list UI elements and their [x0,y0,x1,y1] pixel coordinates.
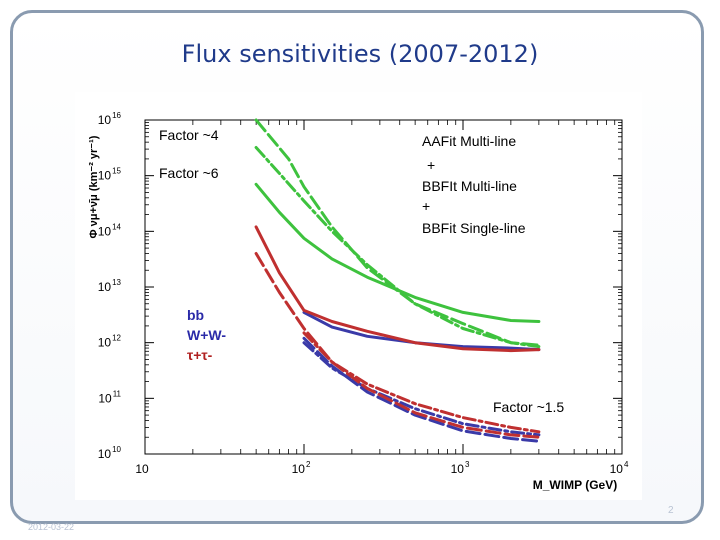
y-tick-exponent: 15 [112,167,121,176]
series-line-7 [254,252,541,439]
x-tick-label: 102 [292,460,311,476]
legend-channel-ww: W+W- [187,327,226,343]
annotation-factor-6: Factor ~6 [159,165,219,181]
y-axis-label: Φ νμ+ν̄μ (km⁻² yr⁻¹) [88,135,100,238]
y-tick-label: 1015 [98,167,122,183]
series-line-0 [254,118,541,347]
series-line-6 [302,341,541,437]
x-tick-label: 10 [135,462,149,476]
y-tick-exponent: 12 [112,334,121,343]
series-line-4 [254,225,541,353]
series-line-5 [302,336,541,443]
page-number: 2 [668,505,674,516]
y-tick-label: 1010 [98,445,122,461]
y-tick-label: 1014 [98,222,122,238]
x-axis-label: M_WIMP (GeV) [533,478,617,492]
annotation-method-3: BBFIt Multi-line [422,178,517,194]
y-tick-exponent: 16 [112,111,121,120]
chart-panel: 1010 1011 1012 1013 1014 1015 1016 10 102 103 104 … [75,92,642,500]
y-tick-exponent: 13 [112,278,121,287]
legend-channel-tautau: τ+τ- [187,347,213,363]
y-tick-label: 1013 [98,278,122,294]
x-tick-label: 103 [451,460,470,476]
y-tick-exponent: 10 [112,445,121,454]
slide-title: Flux sensitivities (2007-2012) [181,40,539,68]
y-tick-exponent: 14 [112,222,121,231]
series-line-1 [254,146,541,349]
series-line-8 [302,331,541,434]
legend-channel-bb: bb [187,307,204,323]
y-tick-label: 1011 [98,389,121,405]
annotation-factor-1.5: Factor ~1.5 [493,399,564,415]
y-tick-exponent: 11 [113,389,122,398]
annotation-factor-4: Factor ~4 [159,127,219,143]
annotation-method-2: + [427,157,435,173]
annotation-method-1: AAFit Multi-line [422,133,516,149]
y-tick-label: 1016 [98,111,122,127]
x-tick-exponent: 4 [624,460,629,469]
x-tick-exponent: 2 [306,460,311,469]
annotation-method-5: BBFit Single-line [422,220,526,236]
footer-date: 2012-03-22 [28,522,75,532]
x-tick-label: 104 [610,460,629,476]
y-tick-label: 1012 [98,334,122,350]
annotation-method-4: + [422,198,430,214]
x-tick-exponent: 3 [465,460,470,469]
series-line-2 [254,182,541,323]
